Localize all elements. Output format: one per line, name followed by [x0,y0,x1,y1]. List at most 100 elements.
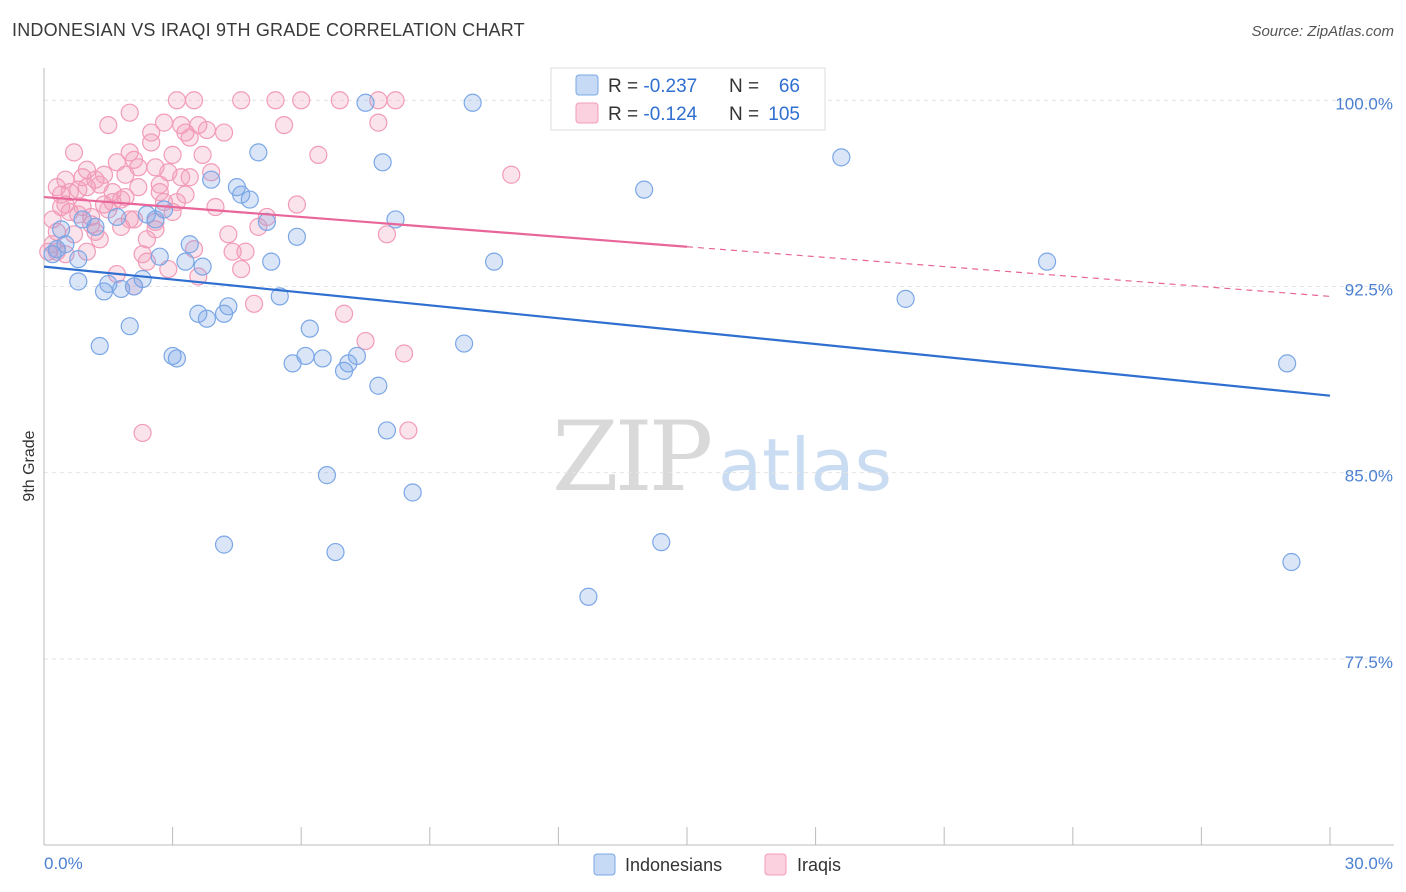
iraqis-point [142,123,161,142]
iraqis-point [266,91,285,110]
legend-r-value-2: -0.124 [643,104,697,125]
indonesians-point [652,533,671,552]
indonesians-points [43,93,1301,606]
indonesians-point [69,272,88,291]
indonesians-point [107,207,126,227]
iraqis-point [176,185,195,204]
iraqis-point [292,91,311,110]
legend-r-label-1: R = [608,76,643,97]
indonesians-point [317,466,337,485]
iraqis-point [244,294,264,313]
source-label: Source: ZipAtlas.com [1251,23,1394,40]
indonesians-point [896,289,915,308]
iraqis-point [386,91,405,110]
indonesians-point [133,269,152,289]
indonesians-point [232,185,251,204]
iraqis-point [232,259,251,279]
legend-n-value-1: 66 [779,76,800,97]
iraqis-point [330,91,349,110]
indonesians-point [1037,252,1057,271]
iraqis-point [356,331,375,351]
iraqis-point [180,128,199,147]
iraqis-point [150,183,169,202]
y-tick-label: 100.0% [1335,94,1393,113]
indonesians-point [120,317,139,336]
indonesians-point [287,227,307,246]
iraqis-point [206,197,225,217]
chart-title: INDONESIAN VS IRAQI 9TH GRADE CORRELATIO… [12,20,525,40]
iraqis-point [232,91,251,110]
legend-r-label-2: R = [608,104,643,125]
x-tick-label: 30.0% [1345,854,1393,873]
iraqis-point [60,183,79,202]
indonesians-point [167,349,186,368]
iraqis-point [202,163,221,182]
svg-text:R = -0.124: R = -0.124 [608,104,698,125]
iraqis-point [150,175,169,194]
indonesians-point [197,309,216,328]
svg-text:R = -0.237: R = -0.237 [608,76,697,97]
indonesians-point [262,252,281,271]
iraqis-point [214,123,234,142]
watermark-zip: ZIP [552,401,711,513]
iraqis-point [257,207,277,227]
indonesians-point [214,535,234,554]
iraqis-point [369,113,388,132]
indonesians-point [47,240,66,259]
iraqis-point [399,421,418,440]
grid [44,99,1394,660]
indonesians-point [373,153,392,172]
indonesians-point [202,170,221,189]
correlation-legend: R = -0.237 N = 66 R = -0.124 N = 105 [550,67,826,131]
iraqis-point [129,178,148,197]
iraqis-point [159,163,178,182]
iraqis-point [197,120,216,140]
indonesians-point [180,235,199,254]
iraqis-point [394,344,414,363]
indonesians-point [635,180,654,199]
indonesians-point [579,587,598,606]
indonesians-point [296,346,315,366]
iraqis-point [64,143,84,162]
iraqis-point [334,304,354,323]
indonesians-point [1278,354,1297,373]
iraqis-point [94,165,114,184]
indonesians-point [189,304,208,323]
indonesians-point [832,148,851,167]
iraqis-trend-line-extension [686,246,1331,297]
indonesians-point [90,336,109,356]
iraqis-point [167,91,186,110]
iraqis-point [274,115,294,135]
watermark: ZIP atlas [552,401,892,513]
indonesians-point [240,190,259,209]
iraqis-point [154,113,174,132]
iraqis-point [502,165,521,184]
iraqis-point [184,91,204,110]
iraqis-point [159,259,178,279]
iraqis-trend-line [43,195,688,248]
indonesians-point [257,212,277,232]
iraqis-points [39,91,521,443]
iraqis-point [116,165,135,184]
indonesians-point [1282,552,1301,572]
legend-r-value-1: -0.237 [643,76,697,97]
indonesians-point [56,235,75,254]
bottom-legend-label-indonesians: Indonesians [625,855,722,875]
iraqis-point [223,242,242,261]
indonesians-point [69,250,88,269]
iraqis-point [99,115,118,135]
indonesians-point [86,217,105,236]
y-axis-label: 9th Grade [21,430,38,501]
iraqis-point [142,133,161,152]
indonesians-point [326,542,345,562]
indonesians-point [193,257,212,276]
indonesians-point [52,220,71,239]
legend-swatch-iraqis [575,102,599,124]
legend-swatch-indonesians [575,74,599,96]
iraqis-point [133,423,152,443]
tick-labels: 100.0% 92.5% 85.0% 77.5% 0.0% 30.0% [44,94,1393,873]
iraqis-point [377,225,397,244]
iraqis-point [77,178,96,197]
iraqis-point [193,145,212,164]
